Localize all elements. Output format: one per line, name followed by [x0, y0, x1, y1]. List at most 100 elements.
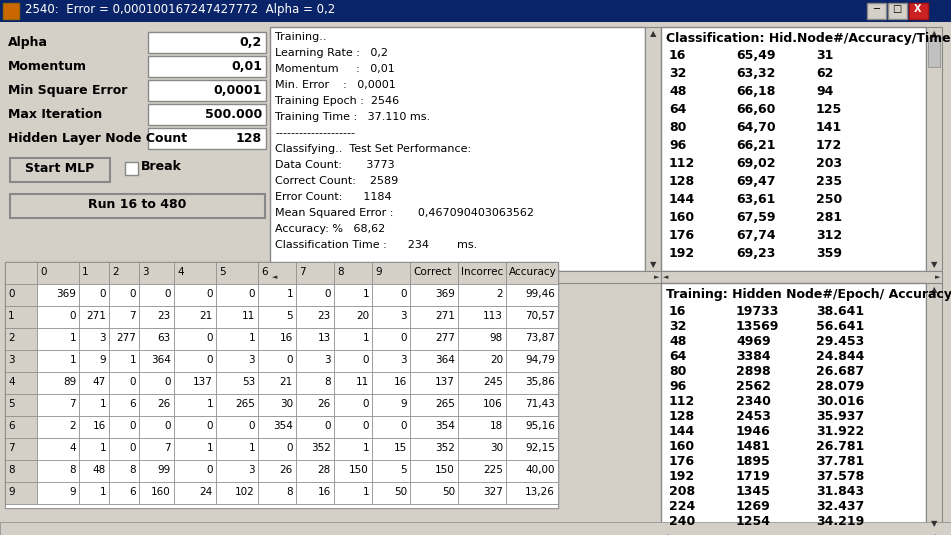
- Text: 50: 50: [442, 487, 455, 497]
- Bar: [37, 460, 79, 482]
- Bar: [5, 284, 37, 306]
- Text: Momentum     :   0,01: Momentum : 0,01: [275, 64, 395, 74]
- Text: 21: 21: [280, 377, 293, 387]
- Text: 277: 277: [116, 333, 136, 343]
- Text: 38.641: 38.641: [816, 305, 864, 318]
- Text: 3: 3: [324, 355, 331, 365]
- Text: 13569: 13569: [736, 320, 780, 333]
- Text: 40,00: 40,00: [526, 465, 555, 475]
- Text: 73,87: 73,87: [525, 333, 555, 343]
- Bar: [37, 262, 79, 284]
- Text: ▲: ▲: [650, 29, 656, 38]
- Bar: [109, 262, 139, 284]
- Text: 7: 7: [69, 399, 76, 409]
- Text: 0: 0: [129, 421, 136, 431]
- Bar: [372, 394, 410, 416]
- Text: 50: 50: [394, 487, 407, 497]
- Text: 64,70: 64,70: [736, 121, 776, 134]
- Text: 141: 141: [816, 121, 843, 134]
- Bar: [37, 372, 79, 394]
- Bar: [372, 284, 410, 306]
- Text: Hidden Layer Node Count: Hidden Layer Node Count: [8, 132, 187, 145]
- Text: 3: 3: [400, 355, 407, 365]
- Bar: [139, 306, 174, 328]
- Bar: [139, 350, 174, 372]
- Bar: [909, 3, 928, 19]
- Text: 0: 0: [206, 289, 213, 299]
- Text: 1: 1: [99, 443, 106, 453]
- Text: 8: 8: [337, 267, 343, 277]
- Bar: [334, 262, 372, 284]
- Bar: [79, 460, 109, 482]
- Bar: [216, 372, 258, 394]
- Text: 176: 176: [669, 229, 695, 242]
- Text: 6: 6: [129, 399, 136, 409]
- Bar: [458, 372, 506, 394]
- Text: 94: 94: [816, 85, 833, 98]
- Text: 69,02: 69,02: [736, 157, 775, 170]
- Bar: [109, 350, 139, 372]
- Text: 67,74: 67,74: [736, 229, 776, 242]
- Bar: [37, 350, 79, 372]
- Text: 265: 265: [436, 399, 455, 409]
- Text: 5: 5: [8, 399, 14, 409]
- Text: 235: 235: [816, 175, 843, 188]
- Bar: [334, 284, 372, 306]
- Text: 208: 208: [669, 485, 695, 498]
- Text: 359: 359: [816, 247, 842, 260]
- Bar: [37, 394, 79, 416]
- Text: 5: 5: [400, 465, 407, 475]
- Bar: [372, 372, 410, 394]
- Text: 352: 352: [311, 443, 331, 453]
- Text: 9: 9: [8, 487, 14, 497]
- Bar: [334, 460, 372, 482]
- Text: 176: 176: [669, 455, 695, 468]
- Bar: [109, 416, 139, 438]
- Text: 113: 113: [483, 311, 503, 321]
- Text: 150: 150: [349, 465, 369, 475]
- Bar: [661, 271, 942, 283]
- Text: Start MLP: Start MLP: [26, 162, 95, 175]
- Text: 0: 0: [100, 289, 106, 299]
- Text: 35.937: 35.937: [816, 410, 864, 423]
- Text: 0: 0: [286, 355, 293, 365]
- Text: 0: 0: [400, 289, 407, 299]
- Text: 125: 125: [816, 103, 843, 116]
- Bar: [125, 162, 138, 175]
- Text: 1: 1: [69, 355, 76, 365]
- Text: 66,18: 66,18: [736, 85, 775, 98]
- Text: 11: 11: [356, 377, 369, 387]
- Text: ◄: ◄: [272, 274, 278, 280]
- Text: 30: 30: [280, 399, 293, 409]
- Bar: [258, 416, 296, 438]
- Text: 160: 160: [669, 211, 695, 224]
- Bar: [79, 438, 109, 460]
- Text: 16: 16: [669, 49, 687, 62]
- Bar: [109, 328, 139, 350]
- Bar: [410, 460, 458, 482]
- Text: 5: 5: [219, 267, 225, 277]
- Bar: [37, 284, 79, 306]
- Text: 106: 106: [483, 399, 503, 409]
- Bar: [506, 482, 558, 504]
- Text: 128: 128: [236, 132, 262, 145]
- Text: 1: 1: [206, 443, 213, 453]
- Text: 2540:  Error = 0,000100167247427772  Alpha = 0,2: 2540: Error = 0,000100167247427772 Alpha…: [25, 3, 336, 16]
- Text: 96: 96: [669, 380, 687, 393]
- Bar: [926, 283, 942, 530]
- Text: Classification Time :      234        ms.: Classification Time : 234 ms.: [275, 240, 477, 250]
- Bar: [372, 328, 410, 350]
- Text: 2: 2: [69, 421, 76, 431]
- Text: ─: ─: [873, 4, 879, 14]
- Text: 31.922: 31.922: [816, 425, 864, 438]
- Text: 0: 0: [40, 267, 47, 277]
- Text: 48: 48: [93, 465, 106, 475]
- Bar: [334, 416, 372, 438]
- Text: 112: 112: [669, 157, 695, 170]
- Bar: [109, 284, 139, 306]
- Bar: [506, 306, 558, 328]
- Bar: [506, 438, 558, 460]
- Text: ▼: ▼: [931, 260, 938, 269]
- Text: 1: 1: [362, 333, 369, 343]
- Text: 7: 7: [165, 443, 171, 453]
